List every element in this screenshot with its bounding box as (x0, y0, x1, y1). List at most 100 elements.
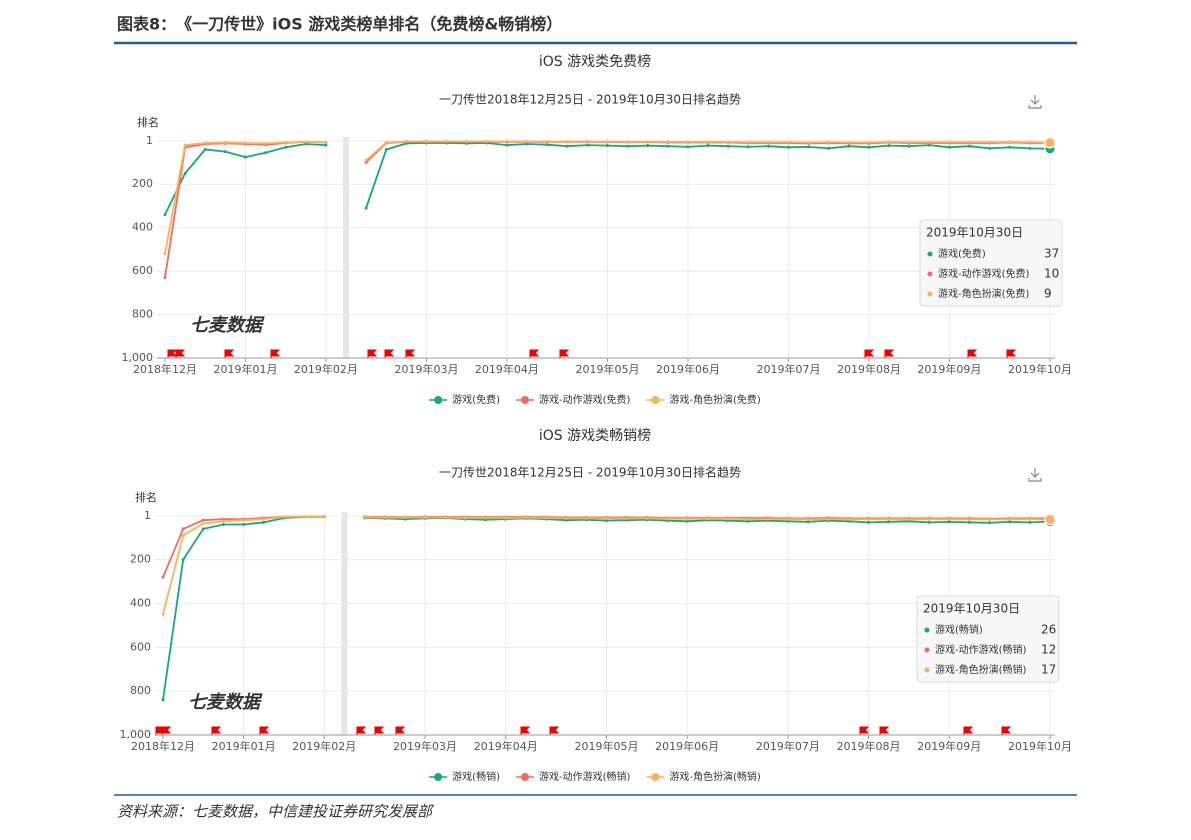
data-point (161, 612, 165, 616)
event-flag (559, 349, 570, 358)
x-tick-label: 2019年06月 (655, 739, 719, 753)
tooltip-value: 37 (1044, 247, 1059, 261)
tooltip-series-name: 游戏-角色扮演(畅销) (935, 663, 1027, 676)
data-point (262, 517, 266, 521)
data-point (302, 514, 306, 518)
data-point (1028, 140, 1032, 144)
data-point (666, 144, 670, 148)
data-point (384, 147, 388, 151)
event-flag (167, 349, 178, 358)
data-point (786, 519, 790, 523)
data-point (221, 519, 225, 523)
data-point (766, 517, 770, 521)
data-point (584, 516, 588, 520)
x-tick-label: 2019年09月 (917, 739, 981, 753)
watermark: 七麦数据 (188, 692, 263, 713)
data-point (1008, 517, 1012, 521)
data-point (806, 520, 810, 524)
data-point (646, 140, 650, 144)
data-point (947, 145, 951, 149)
tooltip-series-name: 游戏-动作游戏(畅销) (935, 643, 1027, 656)
event-flag (1001, 726, 1012, 735)
chart-title: iOS 游戏类畅销榜 (539, 427, 651, 444)
data-point (161, 575, 165, 579)
data-point (646, 144, 650, 148)
data-point (243, 141, 247, 145)
data-point (725, 517, 729, 521)
data-point (163, 276, 167, 280)
data-point (907, 140, 911, 144)
x-tick-label: 2019年05月 (575, 739, 639, 753)
data-point (201, 518, 205, 522)
data-point (846, 517, 850, 521)
y-tick-label: 1,000 (120, 728, 152, 741)
data-point (927, 143, 931, 147)
data-point (403, 516, 407, 520)
data-point (867, 141, 871, 145)
data-point (806, 517, 810, 521)
gap-band (341, 512, 348, 735)
data-point (605, 519, 608, 523)
data-point (827, 146, 831, 150)
legend-item: 游戏(免费) (429, 393, 500, 406)
data-point (606, 140, 609, 144)
data-point (605, 516, 608, 520)
event-flag (211, 726, 222, 735)
legend-label: 游戏-动作游戏(畅销) (539, 770, 631, 783)
data-point (505, 139, 509, 143)
data-point (726, 140, 730, 144)
data-point (161, 698, 165, 702)
data-point (545, 143, 549, 147)
tooltip-title: 2019年10月30日 (926, 226, 1023, 240)
data-point (183, 171, 187, 175)
data-point (585, 143, 589, 147)
x-tick-label: 2019年04月 (475, 362, 539, 376)
legend-dot (520, 396, 529, 404)
event-flag (864, 349, 875, 358)
tooltip-value: 26 (1041, 623, 1056, 637)
legend-dot (520, 773, 529, 781)
x-tick-label: 2019年10月 (1008, 362, 1072, 376)
y-tick-label: 400 (130, 596, 151, 609)
x-tick-label: 2019年04月 (474, 739, 538, 753)
data-point (867, 517, 871, 521)
data-point (1008, 140, 1012, 144)
data-point (181, 527, 185, 531)
y-axis-label: 排名 (135, 490, 157, 504)
y-tick-label: 800 (132, 308, 153, 321)
event-flag (520, 726, 531, 735)
event-flag (967, 349, 978, 358)
data-point (484, 516, 488, 520)
data-point (988, 521, 992, 525)
data-point (705, 517, 709, 521)
y-axis-label: 排名 (137, 115, 159, 129)
x-tick-label: 2019年08月 (837, 739, 901, 753)
data-point (465, 139, 469, 143)
data-point (968, 144, 972, 148)
legend-dot (434, 396, 443, 404)
data-point (927, 517, 931, 521)
data-point (947, 517, 951, 521)
data-point (706, 144, 710, 148)
data-point (968, 140, 972, 144)
tooltip-series-name: 游戏-动作游戏(免费) (938, 267, 1030, 280)
tooltip-box (916, 595, 1060, 683)
data-point (364, 158, 368, 162)
tooltip-title: 2019年10月30日 (923, 602, 1020, 616)
data-point (685, 517, 689, 521)
data-point (1028, 520, 1032, 524)
y-tick-label: 800 (130, 684, 151, 697)
data-point (847, 144, 851, 148)
data-point (364, 161, 368, 165)
data-point (324, 140, 328, 144)
data-point (181, 558, 185, 562)
data-point (807, 145, 811, 149)
watermark: 七麦数据 (190, 315, 265, 336)
data-point (625, 516, 629, 520)
data-point (867, 520, 871, 524)
event-flag (367, 349, 378, 358)
x-tick-label: 2019年03月 (393, 739, 457, 753)
event-flag (884, 349, 895, 358)
data-point (807, 141, 811, 145)
data-point (322, 514, 326, 518)
